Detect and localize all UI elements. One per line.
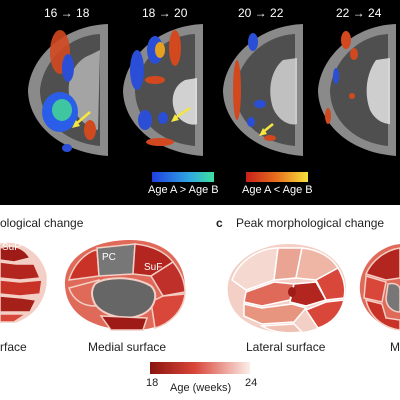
age-colorbar-max: 24: [245, 377, 258, 389]
lateral-surface-b: [0, 242, 47, 323]
medial-surface-c: [359, 244, 400, 331]
age-colorbar-min: 18: [146, 377, 159, 389]
lateral-surface-c: [227, 244, 346, 334]
region-label-sup: SuP: [2, 242, 21, 253]
panel-c-title: Peak morphological change: [236, 216, 385, 230]
age-colorbar: [150, 362, 250, 374]
slice-label-22-24: 22 → 24: [336, 6, 382, 20]
colorbar-blue-green: [152, 172, 214, 182]
colorbar-blue-label: Age A > Age B: [148, 184, 219, 196]
slice-label-18-20: 18 → 20: [142, 6, 188, 20]
panel-b-title: ological change: [0, 216, 84, 230]
lateral-surface-c-caption: Lateral surface: [246, 340, 326, 354]
brain-slices-panel: 16 → 18 18 → 20 20 → 22 22 → 24: [0, 0, 400, 205]
brain-slice-16-18: [28, 24, 108, 156]
lateral-surface-b-caption: rface: [0, 340, 27, 354]
region-label-suf: SuF: [144, 262, 163, 273]
medial-surface-b: [64, 240, 186, 331]
panel-c-letter: c: [216, 216, 223, 230]
age-colorbar-label: Age (weeks): [170, 382, 232, 394]
slice-label-16-18: 16 → 18: [44, 6, 90, 20]
colorbar-red-yellow: [246, 172, 308, 182]
medial-surface-c-caption: M: [390, 340, 400, 354]
colorbar-red-label: Age A < Age B: [242, 184, 313, 196]
medial-surface-b-caption: Medial surface: [88, 340, 167, 354]
region-label-pc: PC: [102, 252, 116, 263]
slice-label-20-22: 20 → 22: [238, 6, 284, 20]
brain-slice-18-20: [123, 24, 203, 156]
brain-slice-20-22: [223, 24, 303, 156]
brain-slice-22-24: [318, 24, 396, 156]
